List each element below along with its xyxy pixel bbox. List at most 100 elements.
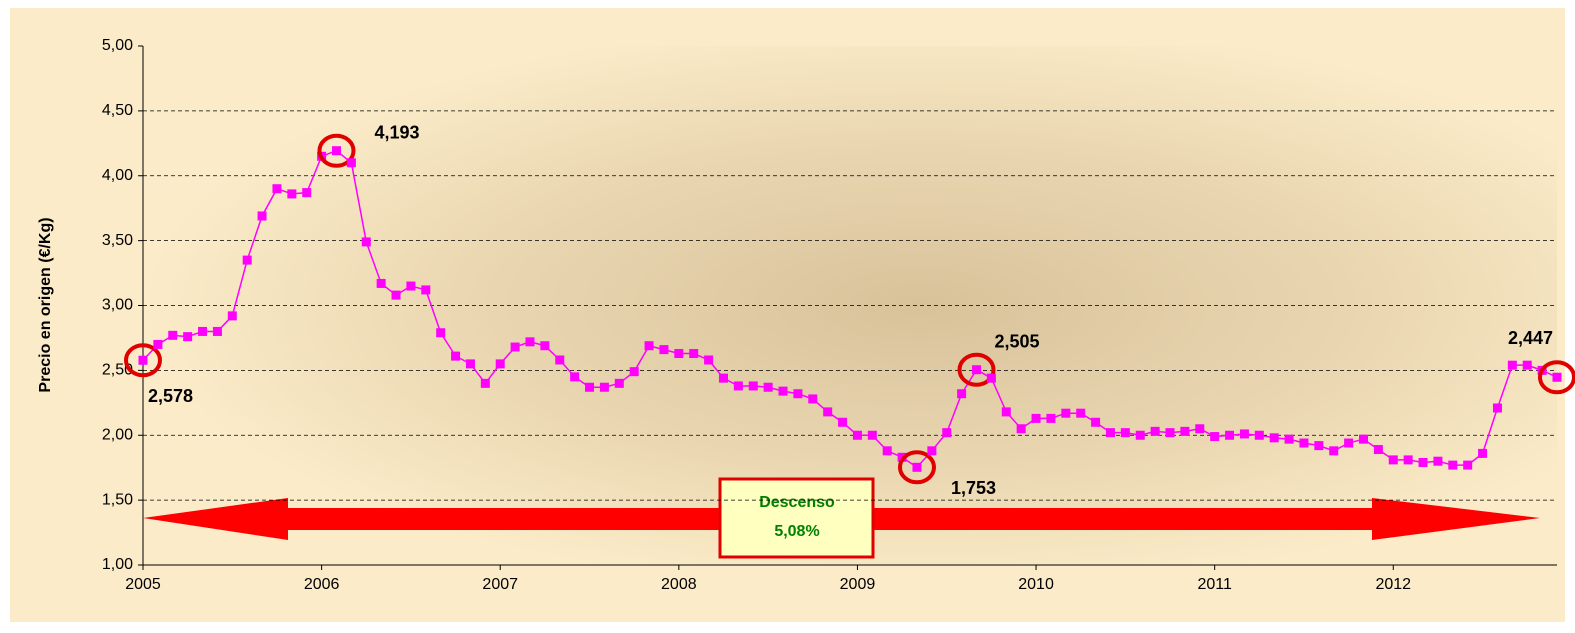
marker: [1165, 428, 1175, 438]
highlight-circle: [1538, 360, 1575, 395]
marker: [1344, 438, 1354, 448]
marker: [510, 342, 520, 352]
value-label: 2,505: [995, 331, 1040, 351]
marker: [912, 462, 922, 472]
marker: [1314, 441, 1324, 451]
highlight-circle: [957, 352, 996, 387]
marker: [1195, 424, 1205, 434]
annotation-title: Descenso: [759, 494, 835, 511]
marker: [942, 428, 952, 438]
y-tick-label: 1,50: [102, 491, 133, 508]
marker: [1105, 428, 1115, 438]
marker: [778, 386, 788, 396]
marker: [733, 381, 743, 391]
value-label: 2,578: [148, 386, 193, 406]
y-tick-label: 3,50: [102, 232, 133, 249]
marker: [346, 158, 356, 168]
marker: [659, 345, 669, 355]
marker: [1269, 433, 1279, 443]
marker: [972, 365, 982, 375]
annotation-text: 5,08%: [774, 523, 819, 540]
marker: [287, 189, 297, 199]
marker: [1492, 403, 1502, 413]
marker: [272, 184, 282, 194]
marker: [1478, 448, 1488, 458]
marker: [1552, 372, 1562, 382]
marker: [1299, 438, 1309, 448]
marker: [986, 373, 996, 383]
y-tick-label: 4,00: [102, 167, 133, 184]
marker: [1210, 432, 1220, 442]
x-tick-label: 2011: [1197, 576, 1232, 593]
marker: [748, 381, 758, 391]
marker: [227, 311, 237, 321]
marker: [1076, 408, 1086, 418]
marker: [1254, 430, 1264, 440]
marker: [1150, 426, 1160, 436]
marker: [376, 278, 386, 288]
marker: [599, 382, 609, 392]
x-tick-label: 2007: [482, 576, 518, 593]
annotation-box: [718, 477, 875, 559]
highlight-circle: [124, 343, 162, 378]
marker: [183, 332, 193, 342]
marker: [1284, 434, 1294, 444]
marker: [1046, 413, 1056, 423]
marker: [1373, 445, 1383, 455]
highlight-circle: [317, 133, 356, 168]
x-tick-label: 2005: [125, 576, 161, 593]
marker: [168, 330, 178, 340]
marker: [436, 328, 446, 338]
marker: [882, 446, 892, 456]
marker: [614, 378, 624, 388]
y-axis-label: Precio en origen (€/Kg): [37, 217, 54, 392]
marker: [1239, 429, 1249, 439]
marker: [838, 417, 848, 427]
marker: [585, 382, 595, 392]
marker: [1403, 455, 1413, 465]
marker: [540, 341, 550, 351]
marker: [1463, 460, 1473, 470]
marker: [674, 349, 684, 359]
value-label: 1,753: [951, 478, 996, 498]
marker: [1418, 457, 1428, 467]
marker: [1016, 424, 1026, 434]
marker: [302, 188, 312, 198]
highlight-circle: [897, 450, 936, 485]
marker: [406, 281, 416, 291]
marker: [1031, 413, 1041, 423]
marker: [763, 382, 773, 392]
marker: [1091, 417, 1101, 427]
y-tick-label: 1,00: [102, 556, 133, 573]
marker: [704, 355, 714, 365]
y-tick-label: 4,50: [102, 102, 133, 119]
marker: [525, 337, 535, 347]
marker: [808, 394, 818, 404]
x-tick-label: 2008: [661, 576, 697, 593]
marker: [391, 290, 401, 300]
marker: [138, 355, 148, 365]
marker: [1359, 434, 1369, 444]
marker: [1061, 408, 1071, 418]
marker: [421, 285, 431, 295]
marker: [1120, 428, 1130, 438]
marker: [570, 372, 580, 382]
marker: [1225, 430, 1235, 440]
marker: [480, 378, 490, 388]
x-tick-label: 2006: [304, 576, 340, 593]
marker: [644, 341, 654, 351]
marker: [1522, 360, 1532, 370]
value-label: 4,193: [374, 122, 419, 142]
marker: [1388, 455, 1398, 465]
marker: [1448, 460, 1458, 470]
value-label: 2,447: [1508, 328, 1553, 348]
marker: [823, 407, 833, 417]
marker: [927, 446, 937, 456]
x-tick-label: 2012: [1375, 576, 1411, 593]
marker: [1180, 426, 1190, 436]
marker: [361, 237, 371, 247]
x-tick-label: 2010: [1018, 576, 1054, 593]
marker: [257, 211, 267, 221]
marker: [1135, 430, 1145, 440]
